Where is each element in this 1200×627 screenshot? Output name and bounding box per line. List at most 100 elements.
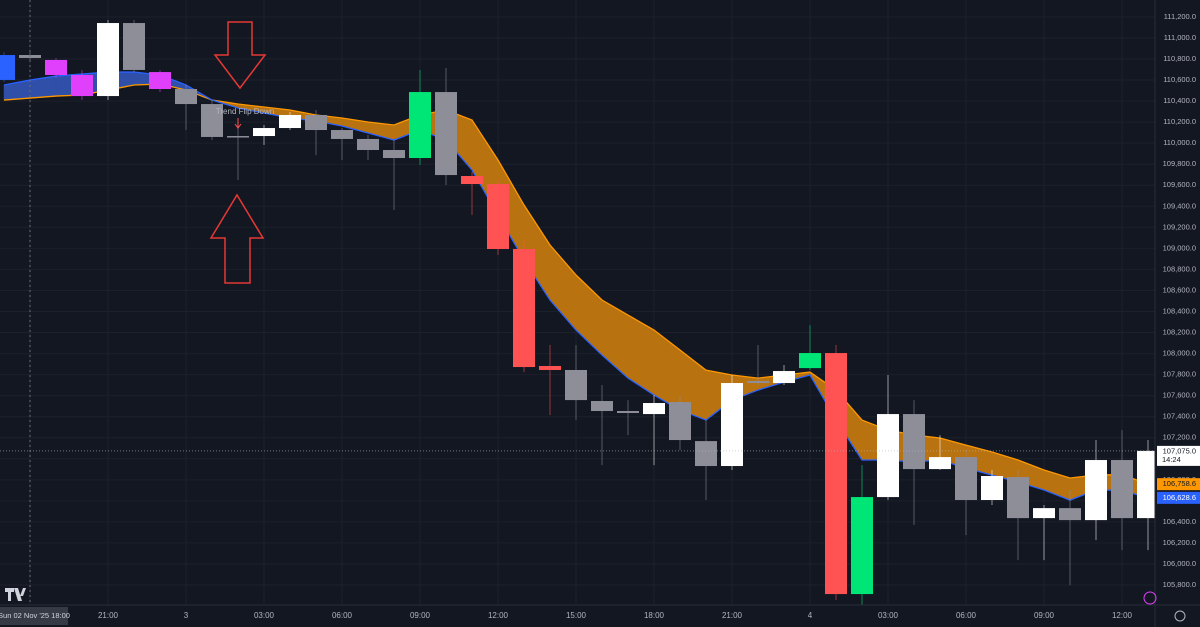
y-tick-label: 106,000.0 — [1163, 559, 1196, 568]
x-tick-label: 06:00 — [332, 611, 353, 620]
candle-body — [1033, 508, 1055, 519]
candle-body — [1007, 477, 1029, 519]
candle-body — [539, 365, 561, 370]
annotation: Trend Flip Down — [216, 107, 274, 116]
candle-body — [461, 175, 483, 184]
candle-body — [981, 476, 1003, 501]
candle-body — [331, 130, 353, 139]
x-tick-label: 4 — [808, 611, 813, 620]
y-tick-label: 110,400.0 — [1163, 96, 1196, 105]
last-price-box — [1157, 445, 1200, 466]
axes: 105,800.0 106,000.0 106,200.0 106,400.0 106,… — [0, 12, 1200, 625]
signal-arrow — [234, 118, 242, 129]
time-axis — [0, 605, 1155, 627]
countdown-label: 14:24 — [1162, 455, 1181, 464]
candle-body — [253, 128, 275, 137]
candle-body — [435, 92, 457, 176]
candle-body — [669, 402, 691, 441]
candle-body — [773, 371, 795, 384]
x-tick-label: 03:00 — [254, 611, 275, 620]
arrow-up — [209, 193, 265, 284]
candle-body — [45, 59, 67, 76]
y-tick-label: 109,800.0 — [1163, 159, 1196, 168]
y-tick-label: 110,000.0 — [1163, 138, 1196, 147]
cloud — [3, 71, 1149, 501]
candle-body — [175, 88, 197, 105]
x-tick-label: Sun 02 Nov '25 18:00 — [0, 611, 70, 620]
x-tick-label: 12:00 — [488, 611, 509, 620]
candle-body — [1137, 450, 1159, 519]
y-tick-label: 105,800.0 — [1163, 580, 1196, 589]
candle-body — [71, 75, 93, 97]
x-tick-label: 21:00 — [98, 611, 119, 620]
x-tick-label: 06:00 — [956, 611, 977, 620]
y-tick-label: 111,000.0 — [1164, 33, 1196, 42]
replay-icon[interactable] — [1143, 591, 1157, 605]
candles — [0, 19, 1159, 606]
price-label: 106,758.6 — [1163, 479, 1196, 488]
candle-body — [487, 183, 509, 250]
candle-body — [1059, 508, 1081, 521]
y-tick-label: 108,400.0 — [1163, 306, 1196, 315]
y-tick-label: 107,800.0 — [1163, 370, 1196, 379]
last-price-label: 107,075.0 — [1163, 446, 1196, 455]
y-tick-label: 110,200.0 — [1163, 117, 1196, 126]
candle-body — [201, 104, 223, 137]
candle-body — [721, 383, 743, 467]
tv-logo — [5, 588, 26, 601]
candle-body — [383, 150, 405, 159]
y-tick-label: 110,600.0 — [1163, 75, 1196, 84]
candle-body — [591, 401, 613, 412]
x-tick-label: 03:00 — [878, 611, 899, 620]
candle-body — [357, 138, 379, 151]
y-tick-label: 109,000.0 — [1163, 243, 1196, 252]
candle-body — [227, 136, 249, 138]
y-tick-label: 108,800.0 — [1163, 264, 1196, 273]
candle-body — [149, 72, 171, 89]
x-tick-label: 09:00 — [1034, 611, 1055, 620]
candle-body — [955, 457, 977, 501]
y-tick-label: 108,600.0 — [1163, 285, 1196, 294]
candle-body — [97, 23, 119, 97]
y-tick-label: 107,600.0 — [1163, 391, 1196, 400]
x-tick-label: 21:00 — [722, 611, 743, 620]
x-tick-label: 15:00 — [566, 611, 587, 620]
x-tick-label: 3 — [184, 611, 189, 620]
arrow-down — [213, 21, 267, 90]
candle-body — [695, 441, 717, 467]
candle-body — [123, 23, 145, 70]
candle-body — [409, 92, 431, 159]
x-tick-label: 18:00 — [644, 611, 665, 620]
candle-body — [617, 411, 639, 414]
y-tick-label: 106,200.0 — [1163, 538, 1196, 547]
candle-body — [851, 497, 873, 595]
candle-body — [799, 353, 821, 369]
candle-body — [1085, 460, 1107, 521]
candle-body — [0, 55, 15, 80]
price-axis — [1155, 0, 1200, 627]
y-tick-label: 106,400.0 — [1163, 517, 1196, 526]
candle-body — [747, 381, 769, 384]
y-tick-label: 110,800.0 — [1163, 54, 1196, 63]
y-tick-label: 109,400.0 — [1163, 201, 1196, 210]
candle-body — [305, 114, 327, 131]
y-tick-label: 109,200.0 — [1163, 222, 1196, 231]
y-tick-label: 111,200.0 — [1164, 12, 1196, 21]
candle-body — [877, 414, 899, 498]
crosshair-label-bg — [0, 607, 68, 625]
candle-body — [565, 369, 587, 401]
price-label-box — [1157, 491, 1200, 504]
candle-body — [279, 114, 301, 129]
price-label-box — [1157, 478, 1200, 491]
candle-body — [1111, 460, 1133, 519]
candle-body — [903, 414, 925, 470]
y-tick-label: 108,200.0 — [1163, 328, 1196, 337]
candle-body — [513, 249, 535, 368]
candle-body — [929, 457, 951, 470]
y-tick-label: 107,400.0 — [1163, 412, 1196, 421]
candle-body — [825, 353, 847, 595]
y-tick-label: 109,600.0 — [1163, 180, 1196, 189]
settings-icon[interactable] — [1174, 610, 1186, 622]
price-label: 106,628.6 — [1163, 493, 1196, 502]
